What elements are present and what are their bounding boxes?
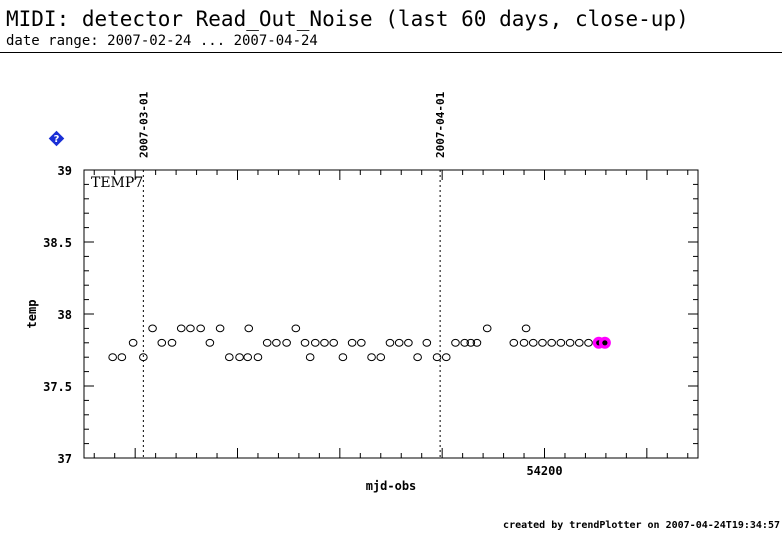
data-point: [320, 338, 329, 347]
data-point: [413, 353, 422, 362]
data-point: [422, 338, 432, 347]
data-point: [547, 338, 556, 347]
highlight-point: [602, 340, 608, 346]
y-tick-label: 38.5: [43, 236, 72, 250]
data-point: [441, 353, 451, 362]
data-point: [282, 338, 291, 347]
data-point: [482, 324, 492, 333]
date-marker-label: 2007-03-01: [137, 91, 150, 158]
data-point: [404, 338, 413, 347]
data-point: [528, 338, 538, 347]
data-point: [432, 353, 442, 362]
data-point: [376, 353, 386, 362]
data-point: [521, 324, 531, 333]
data-point: [357, 338, 366, 347]
data-point: [367, 353, 376, 362]
y-tick-label: 37.5: [43, 380, 72, 394]
data-point: [338, 353, 348, 362]
data-point: [235, 353, 244, 362]
x-axis-label: mjd-obs: [366, 479, 417, 493]
footer-credit: created by trendPlotter on 2007-04-24T19…: [503, 520, 780, 531]
data-point: [310, 338, 320, 347]
data-point: [167, 338, 177, 347]
header-divider: [0, 52, 782, 53]
data-point: [128, 338, 138, 347]
panel-label: TEMP7: [91, 175, 143, 191]
data-point: [394, 338, 404, 347]
data-point: [385, 338, 395, 347]
data-point: [244, 324, 254, 333]
data-point: [291, 324, 301, 333]
y-axis-ticks: 37 37.5 38 38.5 39: [43, 164, 698, 466]
data-point: [225, 353, 234, 362]
data-point: [466, 338, 476, 347]
data-point: [556, 338, 566, 347]
data-point: [305, 353, 315, 362]
data-point: [584, 338, 593, 347]
data-point: [509, 338, 519, 347]
page-title: MIDI: detector Read_Out_Noise (last 60 d…: [6, 7, 689, 31]
data-point: [253, 353, 263, 362]
data-point: [519, 338, 529, 347]
svg-text:?: ?: [54, 134, 60, 145]
data-points: [108, 324, 611, 362]
data-point: [538, 338, 547, 347]
x-tick-label: 54200: [526, 464, 562, 478]
data-point: [347, 338, 357, 347]
data-point: [157, 338, 167, 347]
data-point: [565, 338, 575, 347]
date-markers: 2007-03-01 2007-04-01: [137, 91, 447, 458]
data-point: [108, 353, 117, 362]
data-point: [451, 338, 460, 347]
data-point: [329, 338, 338, 347]
x-axis-ticks: 54200: [93, 170, 689, 478]
data-point: [186, 324, 195, 333]
data-point: [215, 324, 225, 333]
help-diamond-icon[interactable]: ?: [48, 130, 65, 147]
plot-frame: [83, 169, 699, 459]
data-point: [272, 338, 281, 347]
data-point: [196, 324, 205, 333]
data-point: [472, 338, 482, 347]
data-point: [117, 353, 127, 362]
y-tick-label: 39: [58, 164, 72, 178]
y-axis-label: temp: [25, 300, 39, 329]
data-point: [460, 338, 469, 347]
data-point: [139, 353, 148, 362]
y-tick-label: 38: [58, 308, 72, 322]
data-point: [243, 353, 253, 362]
data-point: [262, 338, 272, 347]
date-range-subtitle: date range: 2007-02-24 ... 2007-04-24: [6, 33, 318, 49]
data-point: [574, 338, 584, 347]
data-point: [148, 324, 157, 333]
data-point: [205, 338, 215, 347]
data-point: [300, 338, 310, 347]
y-tick-label: 37: [58, 452, 72, 466]
date-marker-label: 2007-04-01: [434, 91, 447, 158]
data-point: [176, 324, 186, 333]
